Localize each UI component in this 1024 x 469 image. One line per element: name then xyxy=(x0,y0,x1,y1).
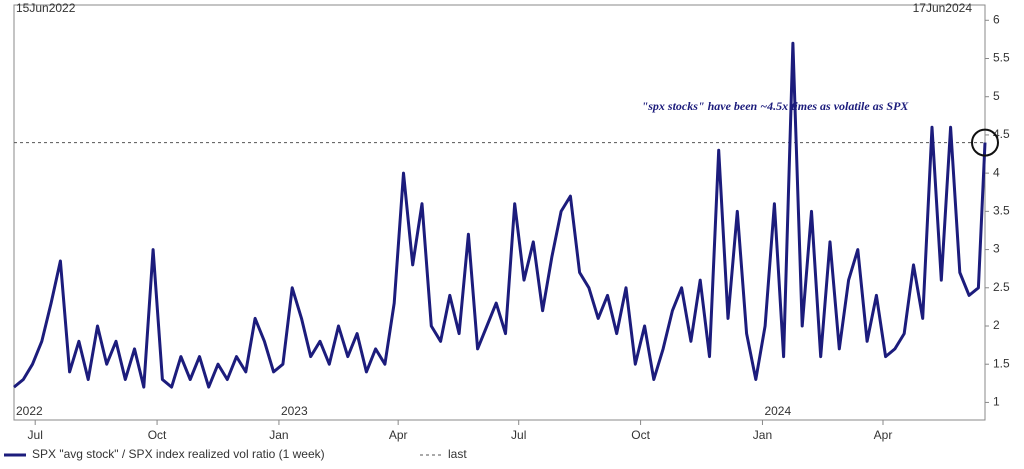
x-tick-label: Jan xyxy=(753,428,772,442)
start-date: 15Jun2022 xyxy=(16,1,76,15)
y-tick-label: 2.5 xyxy=(993,280,1010,294)
x-tick-label: Oct xyxy=(148,428,167,442)
y-tick-label: 1.5 xyxy=(993,356,1010,370)
y-tick-label: 6 xyxy=(993,12,1000,26)
y-tick-label: 2 xyxy=(993,318,1000,332)
legend-label: SPX "avg stock" / SPX index realized vol… xyxy=(32,447,325,461)
end-date: 17Jun2024 xyxy=(913,1,973,15)
y-tick-label: 1 xyxy=(993,395,1000,409)
x-tick-label: Apr xyxy=(874,428,893,442)
year-label: 2024 xyxy=(764,404,791,418)
x-tick-label: Oct xyxy=(631,428,650,442)
legend-label: last xyxy=(448,447,467,461)
plot-frame xyxy=(13,4,986,421)
x-tick-label: Jan xyxy=(269,428,288,442)
series-line xyxy=(13,41,987,389)
y-tick-label: 3.5 xyxy=(993,204,1010,218)
y-tick-label: 5 xyxy=(993,89,1000,103)
highlight-circle xyxy=(971,128,999,157)
y-tick-label: 4 xyxy=(993,165,1000,179)
x-tick-label: Apr xyxy=(389,428,408,442)
annotation: "spx stocks" have been ~4.5x times as vo… xyxy=(642,99,910,113)
x-tick-label: Jul xyxy=(28,428,43,442)
y-tick-label: 5.5 xyxy=(993,51,1010,65)
year-label: 2022 xyxy=(16,404,43,418)
year-label: 2023 xyxy=(281,404,308,418)
x-tick-label: Jul xyxy=(511,428,526,442)
y-tick-label: 3 xyxy=(993,242,1000,256)
